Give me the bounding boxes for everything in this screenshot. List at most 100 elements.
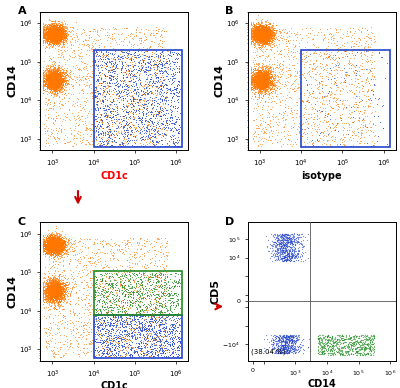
Point [46, 292, 52, 298]
Point [257, 82, 264, 88]
Point [284, 346, 290, 353]
Point [260, 30, 266, 36]
Point [46, 32, 52, 38]
Point [50, 281, 56, 287]
Point [59, 287, 66, 293]
Point [48, 246, 55, 253]
Point [45, 274, 51, 280]
Point [122, 122, 128, 128]
Point [58, 89, 64, 95]
Point [121, 349, 128, 355]
Point [332, 52, 338, 59]
Point [263, 24, 270, 31]
Point [277, 250, 284, 256]
Point [305, 47, 312, 53]
Point [123, 286, 130, 293]
Point [53, 238, 59, 244]
Point [124, 73, 130, 80]
Point [45, 34, 52, 40]
Point [51, 77, 57, 83]
Point [106, 274, 112, 280]
Point [53, 243, 60, 249]
Point [156, 300, 162, 306]
Point [57, 286, 63, 292]
Point [90, 299, 96, 305]
Point [48, 31, 54, 37]
Point [40, 28, 47, 34]
Point [264, 40, 270, 47]
Point [40, 72, 46, 78]
Point [288, 25, 294, 31]
Point [352, 346, 358, 353]
Point [136, 296, 142, 302]
Point [49, 77, 56, 83]
Point [60, 280, 67, 286]
Point [110, 314, 116, 320]
Point [59, 76, 65, 82]
Point [282, 80, 288, 86]
Point [285, 248, 292, 254]
Point [44, 31, 50, 37]
Point [52, 234, 58, 240]
Point [256, 74, 262, 80]
Point [51, 27, 57, 33]
Point [149, 351, 155, 357]
Point [258, 72, 264, 78]
Point [87, 269, 93, 275]
Point [59, 77, 65, 83]
Point [62, 34, 69, 40]
Point [257, 78, 263, 85]
Point [336, 345, 342, 351]
Point [51, 238, 57, 244]
Point [57, 253, 63, 259]
Point [46, 301, 52, 307]
Point [50, 284, 56, 290]
Point [262, 31, 268, 37]
Point [259, 78, 265, 84]
Point [52, 71, 58, 77]
Point [57, 232, 63, 238]
Point [156, 337, 163, 343]
Point [47, 79, 54, 85]
Point [262, 30, 268, 36]
Point [259, 62, 265, 68]
Point [53, 246, 59, 253]
Point [281, 230, 287, 237]
Point [142, 277, 148, 283]
Point [270, 69, 276, 75]
Point [102, 32, 108, 38]
Point [54, 32, 60, 38]
Point [81, 262, 88, 268]
Point [258, 39, 264, 45]
Point [43, 80, 50, 86]
Point [53, 30, 59, 36]
Point [50, 70, 56, 76]
Point [46, 282, 52, 288]
Point [50, 78, 56, 84]
Point [50, 78, 56, 85]
Point [252, 86, 259, 92]
Point [126, 346, 133, 352]
Point [252, 88, 258, 95]
Point [100, 99, 106, 105]
Point [51, 81, 58, 88]
Point [289, 254, 295, 260]
Point [110, 111, 116, 118]
Point [41, 87, 48, 93]
Point [50, 26, 56, 32]
Point [102, 48, 109, 54]
Point [53, 286, 59, 293]
Point [110, 314, 116, 320]
Point [266, 38, 273, 44]
Point [52, 284, 59, 290]
Point [142, 96, 148, 102]
Point [73, 318, 79, 324]
Point [54, 86, 61, 92]
Point [264, 29, 270, 36]
Point [57, 73, 63, 79]
Point [50, 286, 56, 292]
Point [45, 241, 52, 248]
Point [48, 29, 54, 35]
Point [262, 82, 268, 88]
Point [58, 243, 64, 249]
